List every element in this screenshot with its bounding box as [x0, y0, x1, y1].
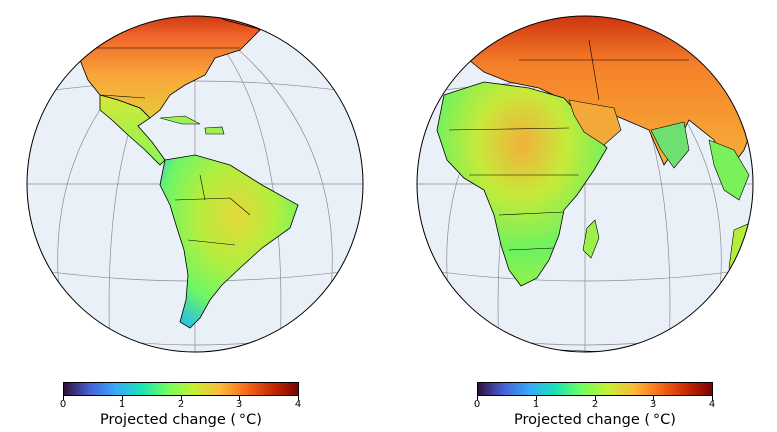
colorbar-title: Projected change ( °C) [514, 412, 676, 428]
colorbar-tick-label: 4 [294, 399, 302, 410]
colorbar-title: Projected change ( °C) [100, 412, 262, 428]
colorbar-tick-label: 2 [591, 399, 599, 410]
colorbar-tick [653, 396, 654, 400]
globe-outline [416, 15, 754, 353]
colorbar-tick-label: 0 [59, 399, 67, 410]
map-panel-americas: 0 1 2 3 4 Projected change ( °C) [0, 0, 388, 432]
colorbar-tick-label: 3 [649, 399, 657, 410]
land-arabia [568, 99, 622, 146]
land-madagascar [582, 219, 600, 259]
colorbar-tick [122, 396, 123, 400]
colorbar-americas: 0 1 2 3 4 Projected change ( °C) [59, 382, 302, 432]
colorbar-tick [712, 396, 713, 400]
colorbar-tick [536, 396, 537, 400]
map-panel-africa-eurasia: 0 1 2 3 4 Projected change ( °C) [389, 0, 777, 432]
land-india [650, 121, 690, 169]
colorbar-tick [239, 396, 240, 400]
colorbar-tick-label: 1 [118, 399, 126, 410]
globe-americas [26, 15, 364, 353]
land-hispaniola [204, 126, 225, 135]
globe-africa-eurasia [416, 15, 754, 353]
colorbar-tick [477, 396, 478, 400]
land-antarctica [508, 349, 660, 352]
colorbar-africa-eurasia: 0 1 2 3 4 Projected change ( °C) [473, 382, 716, 432]
globe-outline [26, 15, 364, 353]
colorbar-tick-label: 2 [177, 399, 185, 410]
colorbar-tick-label: 0 [473, 399, 481, 410]
colorbar-tick [63, 396, 64, 400]
colorbar-tick [181, 396, 182, 400]
colorbar-tick-label: 4 [708, 399, 716, 410]
colorbar-tick-label: 3 [235, 399, 243, 410]
land-north-america [79, 16, 261, 119]
country-borders [88, 47, 251, 246]
colorbar-gradient [63, 382, 299, 396]
colorbar-tick [595, 396, 596, 400]
colorbar-tick-label: 1 [532, 399, 540, 410]
colorbar-tick [298, 396, 299, 400]
land-cuba [159, 115, 201, 125]
country-borders [448, 39, 689, 251]
land-south-america [159, 154, 299, 329]
land-southeast-asia [708, 139, 750, 201]
colorbar-gradient [477, 382, 713, 396]
